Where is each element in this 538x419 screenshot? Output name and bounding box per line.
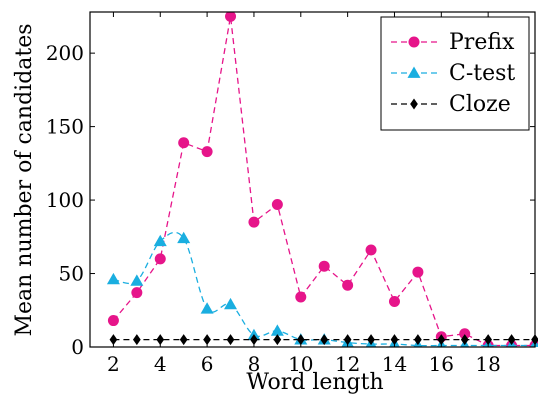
legend-marker-prefix (408, 36, 420, 48)
point-c-test-9 (270, 324, 284, 336)
legend-marker-c-test (407, 66, 421, 78)
legend-label-prefix: Prefix (449, 30, 515, 55)
point-cloze-10 (296, 334, 305, 346)
point-cloze-17 (460, 334, 469, 346)
x-tick-label-2: 2 (107, 352, 120, 376)
point-cloze-15 (414, 334, 422, 346)
point-cloze-3 (132, 334, 141, 346)
point-cloze-11 (320, 334, 329, 346)
point-c-test-6 (200, 302, 214, 314)
point-cloze-2 (109, 334, 118, 346)
series-line-c-test (113, 231, 535, 347)
y-axis-label: Mean number of candidates (12, 23, 37, 336)
point-cloze-16 (437, 334, 446, 346)
y-tick-label-100: 100 (46, 188, 84, 212)
point-c-test-3 (130, 274, 144, 286)
point-prefix-3 (131, 287, 143, 299)
legend-label-cloze: Cloze (449, 92, 511, 117)
series-layer (106, 12, 538, 347)
x-tick-label-16: 16 (429, 352, 454, 376)
point-cloze-4 (156, 334, 165, 346)
legend-marker-cloze (410, 98, 418, 110)
x-tick-label-18: 18 (475, 352, 500, 376)
point-c-test-2 (106, 272, 120, 285)
point-prefix-10 (295, 291, 307, 303)
point-prefix-6 (201, 146, 213, 158)
point-prefix-13 (365, 244, 377, 256)
point-c-test-7 (224, 297, 238, 310)
point-prefix-2 (107, 315, 119, 327)
point-cloze-8 (250, 334, 258, 346)
point-cloze-18 (484, 334, 493, 346)
x-axis-label: Word length (246, 370, 383, 395)
point-c-test-5 (177, 231, 191, 244)
point-c-test-4 (153, 234, 167, 247)
point-prefix-17 (459, 328, 471, 340)
legend: Prefix C-test Cloze (380, 16, 530, 131)
point-prefix-12 (342, 279, 354, 291)
point-cloze-12 (343, 334, 352, 346)
legend-label-c-test: C-test (449, 61, 515, 86)
y-tick-label-200: 200 (46, 41, 84, 65)
point-cloze-6 (203, 334, 211, 346)
x-tick-label-8: 8 (248, 352, 261, 376)
point-prefix-8 (248, 216, 260, 228)
point-prefix-9 (271, 198, 283, 210)
point-cloze-13 (367, 334, 375, 346)
plot-frame (89, 11, 536, 348)
point-cloze-9 (273, 334, 282, 346)
point-cloze-19 (507, 334, 516, 346)
y-tick-label-50: 50 (59, 262, 84, 286)
point-prefix-7 (225, 12, 237, 22)
x-tick-label-4: 4 (154, 352, 167, 376)
point-cloze-7 (226, 334, 235, 346)
x-tick-label-14: 14 (382, 352, 407, 376)
axis-layer: 2 4 6 8 10 12 14 16 18 0 50 100 150 200 (46, 11, 536, 376)
x-tick-label-12: 12 (335, 352, 360, 376)
point-prefix-14 (388, 295, 400, 307)
y-tick-label-150: 150 (46, 115, 84, 139)
point-prefix-5 (178, 137, 190, 149)
point-cloze-5 (179, 334, 188, 346)
plot-area (106, 12, 538, 347)
x-tick-label-6: 6 (201, 352, 214, 376)
point-prefix-11 (318, 260, 330, 272)
point-prefix-4 (154, 253, 166, 265)
point-cloze-14 (390, 334, 399, 346)
y-tick-label-0: 0 (71, 335, 84, 359)
x-tick-label-10: 10 (288, 352, 313, 376)
point-prefix-15 (412, 266, 424, 278)
